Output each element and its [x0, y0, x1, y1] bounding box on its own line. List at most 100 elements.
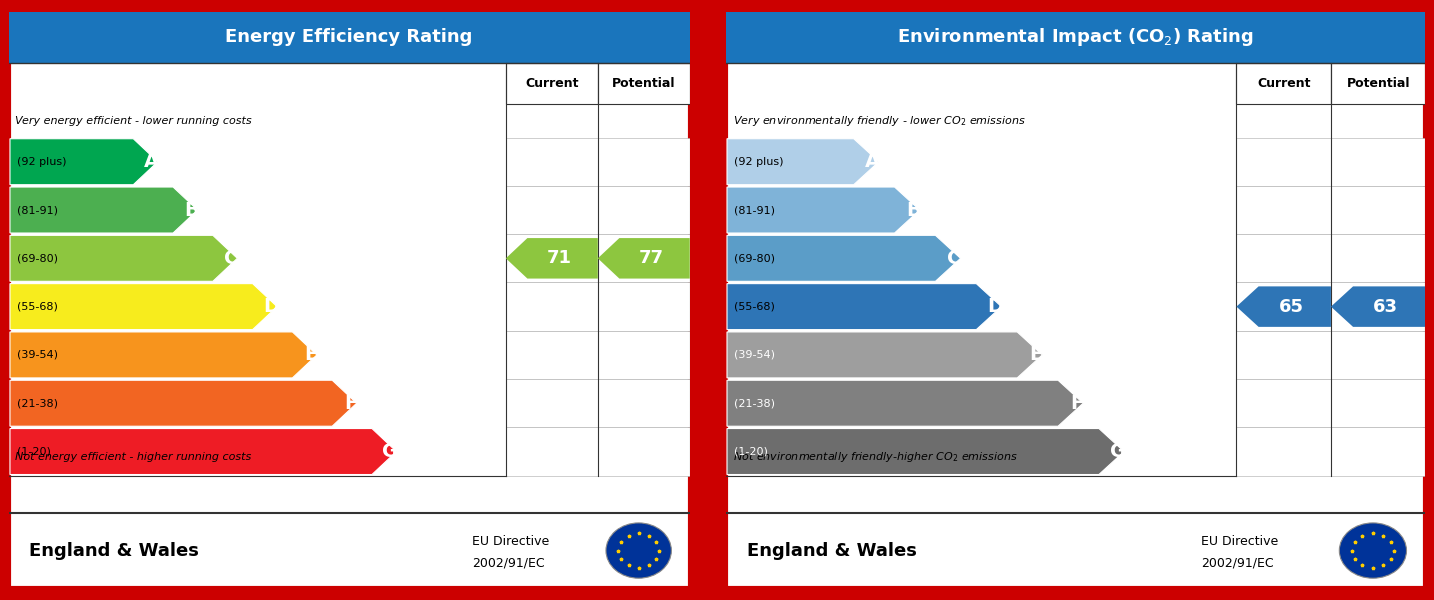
Text: Not environmentally friendly-higher CO$_2$ emissions: Not environmentally friendly-higher CO$_…	[733, 450, 1018, 464]
Bar	[1236, 137, 1331, 186]
Text: EU Directive: EU Directive	[1202, 535, 1279, 548]
Bar	[598, 234, 690, 283]
Text: F: F	[1070, 394, 1084, 413]
Polygon shape	[10, 428, 396, 475]
Text: A: A	[865, 152, 880, 171]
Bar	[598, 186, 690, 234]
Text: D: D	[262, 297, 280, 316]
Text: C: C	[224, 249, 238, 268]
Text: England & Wales: England & Wales	[29, 542, 199, 560]
Text: (39-54): (39-54)	[17, 350, 57, 360]
Bar	[1331, 137, 1425, 186]
Bar	[1236, 379, 1331, 427]
Bar	[598, 379, 690, 427]
Circle shape	[1339, 523, 1407, 578]
Text: (1-20): (1-20)	[734, 446, 767, 457]
Text: Potential: Potential	[1347, 77, 1410, 90]
Bar	[1236, 234, 1331, 283]
Text: A: A	[143, 152, 159, 171]
Bar	[1236, 186, 1331, 234]
Bar	[506, 234, 598, 283]
Bar	[598, 137, 690, 186]
Bar	[1331, 427, 1425, 476]
Text: (92 plus): (92 plus)	[17, 157, 66, 167]
Bar	[1331, 379, 1425, 427]
Text: (55-68): (55-68)	[734, 302, 774, 311]
Bar	[598, 62, 690, 104]
Text: 2002/91/EC: 2002/91/EC	[1202, 557, 1273, 570]
Bar	[1331, 62, 1425, 104]
Polygon shape	[727, 139, 879, 185]
Text: (81-91): (81-91)	[734, 205, 774, 215]
Text: (21-38): (21-38)	[17, 398, 57, 408]
Polygon shape	[10, 187, 198, 233]
Text: G: G	[1110, 442, 1126, 461]
Text: Current: Current	[1258, 77, 1311, 90]
Text: Potential: Potential	[612, 77, 675, 90]
Bar	[726, 12, 1425, 62]
Bar	[1331, 186, 1425, 234]
Bar	[9, 12, 690, 62]
Bar	[1236, 62, 1331, 104]
Text: 71: 71	[546, 250, 572, 268]
Polygon shape	[10, 235, 238, 281]
Text: 77: 77	[638, 250, 664, 268]
Bar	[1331, 234, 1425, 283]
Text: Very environmentally friendly - lower CO$_2$ emissions: Very environmentally friendly - lower CO…	[733, 114, 1025, 128]
Polygon shape	[10, 332, 317, 378]
Polygon shape	[10, 380, 357, 426]
Polygon shape	[727, 235, 961, 281]
Text: B: B	[184, 200, 199, 220]
Bar	[1236, 331, 1331, 379]
Text: (55-68): (55-68)	[17, 302, 57, 311]
Polygon shape	[10, 284, 277, 329]
Bar	[506, 137, 598, 186]
Polygon shape	[727, 332, 1043, 378]
Bar	[506, 331, 598, 379]
Polygon shape	[598, 238, 690, 278]
Polygon shape	[727, 187, 919, 233]
Text: Energy Efficiency Rating: Energy Efficiency Rating	[225, 28, 473, 46]
Text: (92 plus): (92 plus)	[734, 157, 783, 167]
Text: Not energy efficient - higher running costs: Not energy efficient - higher running co…	[16, 452, 251, 462]
Bar	[598, 427, 690, 476]
Text: E: E	[1030, 346, 1043, 364]
Text: 63: 63	[1374, 298, 1398, 316]
Text: (21-38): (21-38)	[734, 398, 774, 408]
Text: 2002/91/EC: 2002/91/EC	[472, 557, 545, 570]
Bar	[598, 331, 690, 379]
Polygon shape	[727, 428, 1124, 475]
Bar	[1236, 427, 1331, 476]
Polygon shape	[727, 380, 1083, 426]
Text: (69-80): (69-80)	[17, 253, 57, 263]
Polygon shape	[1331, 286, 1425, 327]
Bar	[1236, 283, 1331, 331]
Text: (1-20): (1-20)	[17, 446, 50, 457]
Text: (69-80): (69-80)	[734, 253, 774, 263]
Bar	[506, 283, 598, 331]
Text: England & Wales: England & Wales	[747, 542, 916, 560]
Bar	[506, 62, 598, 104]
Circle shape	[607, 523, 671, 578]
Polygon shape	[506, 238, 598, 278]
Bar	[506, 186, 598, 234]
Text: Very energy efficient - lower running costs: Very energy efficient - lower running co…	[16, 116, 252, 126]
Polygon shape	[1236, 286, 1331, 327]
Bar	[598, 283, 690, 331]
Text: E: E	[304, 346, 317, 364]
Bar	[506, 427, 598, 476]
Text: Current: Current	[525, 77, 578, 90]
Text: D: D	[987, 297, 1004, 316]
Text: G: G	[383, 442, 399, 461]
Polygon shape	[10, 139, 158, 185]
Text: (81-91): (81-91)	[17, 205, 57, 215]
Text: F: F	[344, 394, 357, 413]
Text: B: B	[906, 200, 921, 220]
Text: (39-54): (39-54)	[734, 350, 774, 360]
Bar	[506, 379, 598, 427]
Polygon shape	[727, 284, 1001, 329]
Text: Environmental Impact (CO$_2$) Rating: Environmental Impact (CO$_2$) Rating	[898, 26, 1253, 49]
Text: EU Directive: EU Directive	[472, 535, 549, 548]
Bar	[1331, 331, 1425, 379]
Bar	[1331, 283, 1425, 331]
